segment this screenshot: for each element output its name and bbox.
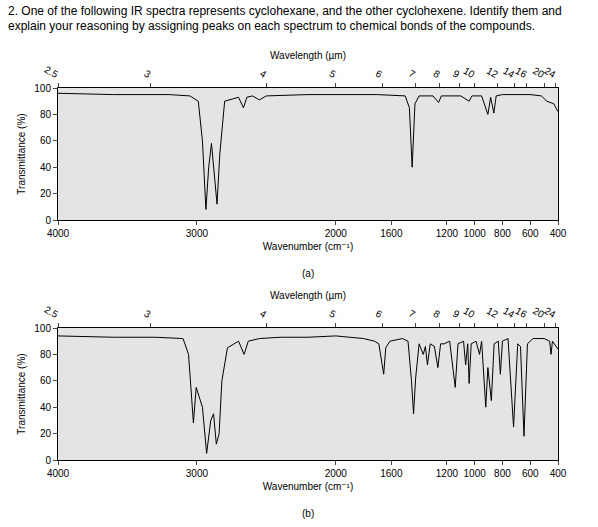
svg-text:1600: 1600 [380,468,403,479]
svg-text:5: 5 [327,308,338,321]
svg-text:80: 80 [40,109,52,120]
svg-text:60: 60 [40,135,52,146]
svg-text:4000: 4000 [47,468,70,479]
svg-text:10: 10 [462,65,478,80]
svg-text:1600: 1600 [380,228,403,239]
svg-text:12: 12 [485,65,501,80]
svg-text:2000: 2000 [325,228,348,239]
svg-text:3: 3 [142,68,153,81]
svg-text:24: 24 [543,65,559,80]
svg-text:40: 40 [40,402,52,413]
svg-text:9: 9 [451,68,462,81]
svg-text:7: 7 [407,308,418,321]
svg-text:Wavelength (µm): Wavelength (µm) [270,290,346,301]
svg-text:60: 60 [40,375,52,386]
svg-text:20: 20 [531,305,547,320]
svg-text:12: 12 [485,305,501,320]
svg-text:10: 10 [462,305,478,320]
svg-text:5: 5 [327,68,338,81]
svg-text:6: 6 [374,308,385,321]
svg-text:14: 14 [501,305,517,320]
svg-text:400: 400 [550,468,567,479]
svg-text:3: 3 [142,308,153,321]
svg-text:800: 800 [494,228,511,239]
svg-text:600: 600 [522,228,539,239]
svg-text:600: 600 [522,468,539,479]
svg-text:1000: 1000 [464,468,487,479]
svg-text:Transmittance (%): Transmittance (%) [16,353,27,434]
html-text:2. One of the following IR spe: 2. One of the following IR spectra repre… [8,4,562,33]
svg-text:1000: 1000 [464,228,487,239]
svg-text:2000: 2000 [325,468,348,479]
svg-text:Wavenumber (cm⁻¹): Wavenumber (cm⁻¹) [263,241,353,252]
svg-text:3000: 3000 [186,228,209,239]
svg-text:16: 16 [514,305,530,320]
svg-text:4: 4 [258,308,269,321]
svg-text:14: 14 [501,65,517,80]
svg-text:3000: 3000 [186,468,209,479]
svg-text:2.5: 2.5 [42,64,60,81]
svg-text:Wavenumber (cm⁻¹): Wavenumber (cm⁻¹) [263,481,353,492]
svg-text:1200: 1200 [436,468,459,479]
svg-text:16: 16 [514,65,530,80]
svg-text:24: 24 [543,305,559,320]
svg-text:4000: 4000 [47,228,70,239]
svg-text:2.5: 2.5 [42,304,60,321]
svg-text:20: 20 [40,188,52,199]
svg-text:100: 100 [34,323,51,334]
svg-text:0: 0 [45,215,51,226]
svg-text:400: 400 [550,228,567,239]
svg-text:20: 20 [531,65,547,80]
svg-text:80: 80 [40,349,52,360]
svg-text:6: 6 [374,68,385,81]
svg-text:7: 7 [407,68,418,81]
svg-text:4: 4 [258,68,269,81]
svg-text:8: 8 [432,68,443,81]
svg-text:(b): (b) [302,508,314,519]
svg-text:100: 100 [34,83,51,94]
svg-text:Transmittance (%): Transmittance (%) [16,113,27,194]
svg-text:20: 20 [40,428,52,439]
svg-text:8: 8 [432,308,443,321]
svg-text:800: 800 [494,468,511,479]
svg-text:40: 40 [40,162,52,173]
svg-text:1200: 1200 [436,228,459,239]
svg-text:Wavelength (µm): Wavelength (µm) [270,50,346,61]
svg-text:0: 0 [45,455,51,466]
svg-text:(a): (a) [302,268,314,279]
svg-text:9: 9 [451,308,462,321]
